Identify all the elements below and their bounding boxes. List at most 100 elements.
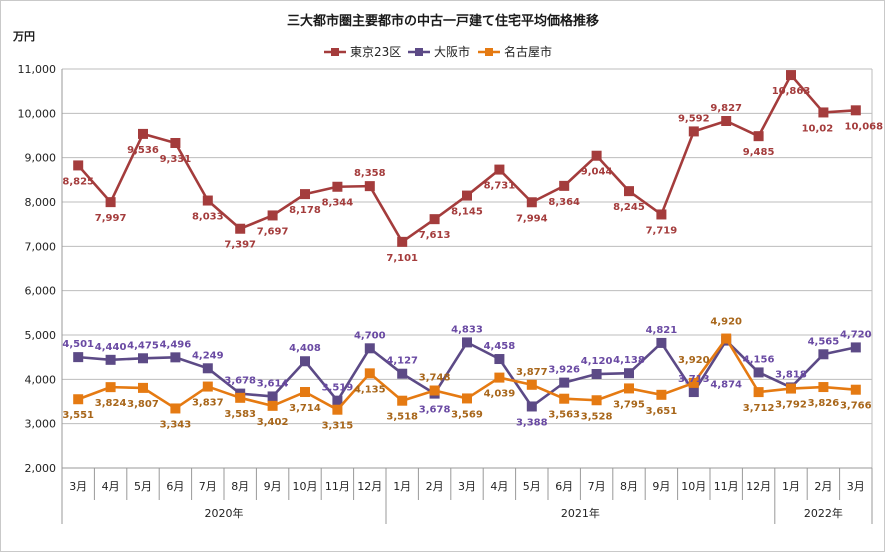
data-point — [688, 377, 699, 388]
data-label: 8,358 — [354, 168, 386, 179]
data-label: 3,837 — [192, 398, 224, 409]
y-tick-label: 10,000 — [18, 107, 57, 120]
data-point — [526, 197, 537, 208]
x-tick-label: 6月 — [555, 480, 573, 493]
legend-entry: 東京23区 — [350, 45, 401, 59]
data-label: 4,475 — [127, 340, 159, 351]
data-point — [235, 392, 246, 403]
data-point — [397, 236, 408, 247]
data-label: 9,827 — [710, 103, 742, 114]
y-tick-label: 3,000 — [25, 418, 57, 431]
y-tick-label: 8,000 — [25, 196, 57, 209]
x-tick-label: 3月 — [458, 480, 476, 493]
data-label: 3,714 — [289, 403, 321, 414]
data-label: 9,485 — [743, 147, 775, 158]
data-point — [624, 368, 634, 379]
data-point — [138, 382, 148, 393]
data-label: 10,068 — [845, 121, 884, 132]
data-point — [235, 223, 246, 234]
data-point — [526, 401, 537, 412]
data-label: 10,863 — [772, 86, 811, 97]
data-label: 8,344 — [322, 198, 354, 209]
data-label: 7,994 — [516, 213, 548, 224]
x-tick-label: 12月 — [746, 480, 771, 493]
year-label: 2021年 — [561, 506, 600, 520]
data-label: 4,127 — [386, 356, 418, 367]
data-label: 3,569 — [451, 409, 483, 420]
data-point — [591, 369, 602, 380]
data-point — [170, 403, 181, 414]
data-point — [429, 214, 440, 225]
data-label: 3,651 — [646, 406, 678, 417]
data-point — [105, 382, 116, 393]
data-label: 4,138 — [613, 355, 645, 366]
data-label: 3,402 — [257, 417, 289, 428]
data-label: 9,044 — [581, 167, 613, 178]
data-point — [332, 181, 343, 192]
data-point — [462, 337, 472, 348]
y-axis-unit-label: 万円 — [12, 30, 35, 43]
data-label: 8,145 — [451, 207, 483, 218]
data-point — [559, 377, 570, 388]
data-point — [73, 352, 84, 363]
data-label: 3,824 — [95, 398, 127, 409]
data-label: 3,678 — [224, 376, 256, 387]
data-label: 3,920 — [678, 355, 710, 366]
data-label: 7,719 — [646, 225, 678, 236]
data-label: 7,397 — [224, 240, 256, 251]
data-point — [753, 387, 764, 398]
data-label: 4,120 — [581, 356, 613, 367]
data-point — [202, 381, 213, 392]
x-tick-label: 2月 — [814, 480, 832, 493]
data-label: 4,700 — [354, 330, 386, 341]
x-tick-label: 3月 — [847, 480, 865, 493]
data-point — [300, 356, 310, 367]
year-label: 2020年 — [205, 506, 244, 520]
x-tick-label: 6月 — [166, 480, 184, 493]
data-point — [494, 164, 505, 175]
data-label: 3,614 — [257, 378, 289, 389]
data-point — [364, 368, 375, 379]
data-point — [624, 383, 634, 394]
data-point — [364, 181, 375, 192]
legend-marker — [415, 48, 423, 56]
data-point — [721, 116, 732, 127]
data-point — [753, 367, 764, 378]
data-point — [786, 383, 796, 394]
data-point — [138, 353, 148, 364]
data-point — [73, 394, 84, 405]
y-tick-label: 5,000 — [25, 329, 57, 342]
data-label: 8,245 — [613, 202, 645, 213]
legend-entry: 名古屋市 — [504, 44, 552, 59]
x-tick-label: 4月 — [490, 480, 508, 493]
data-label: 4,565 — [808, 336, 840, 347]
data-point — [170, 137, 181, 148]
data-label: 9,592 — [678, 113, 710, 124]
x-tick-label: 10月 — [293, 480, 318, 493]
data-point — [494, 354, 505, 365]
data-label: 3,766 — [840, 401, 872, 412]
data-point — [850, 105, 861, 116]
data-point — [591, 395, 602, 406]
data-label: 3,792 — [775, 400, 807, 411]
data-point — [105, 197, 116, 208]
x-tick-label: 7月 — [199, 480, 217, 493]
data-label: 9,536 — [127, 145, 159, 156]
chart-title: 三大都市圏主要都市の中古一戸建て住宅平均価格推移 — [287, 13, 599, 29]
data-point — [656, 337, 667, 348]
data-point — [526, 379, 537, 390]
data-label: 8,825 — [62, 176, 94, 187]
y-tick-label: 2,000 — [25, 462, 57, 475]
data-point — [332, 395, 343, 406]
x-tick-label: 7月 — [588, 480, 606, 493]
data-point — [688, 126, 699, 137]
legend-entry: 大阪市 — [434, 44, 470, 59]
x-tick-label: 9月 — [264, 480, 282, 493]
data-point — [753, 131, 764, 142]
data-point — [138, 128, 148, 139]
x-tick-label: 8月 — [231, 480, 249, 493]
y-tick-label: 9,000 — [25, 152, 57, 165]
data-label: 7,613 — [419, 230, 451, 241]
data-label: 8,364 — [548, 197, 580, 208]
